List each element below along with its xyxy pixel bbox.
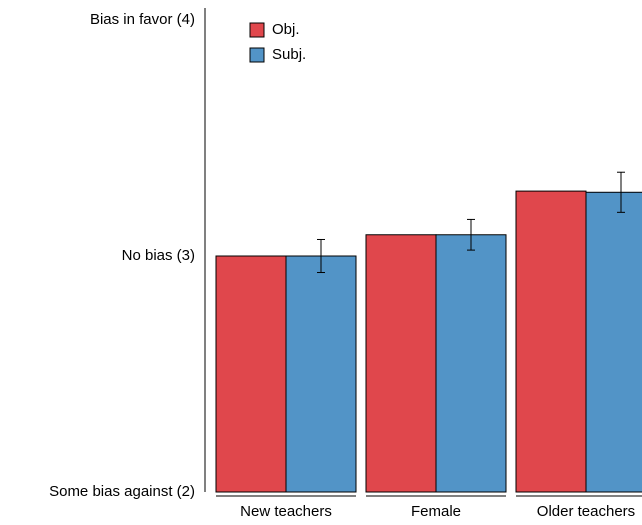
- legend-label: Subj.: [272, 46, 306, 63]
- x-tick-label: Older teachers: [537, 503, 635, 520]
- y-tick-label: Some bias against (2): [49, 483, 195, 500]
- bar: [365, 234, 437, 493]
- y-tick-label: No bias (3): [122, 247, 195, 264]
- bar: [585, 191, 642, 493]
- legend-label: Obj.: [272, 21, 300, 38]
- error-bar: [317, 238, 325, 274]
- legend-swatch: [249, 47, 265, 63]
- legend-swatch: [249, 22, 265, 38]
- y-tick-label: Bias in favor (4): [90, 11, 195, 28]
- error-bar: [617, 171, 625, 213]
- bar: [435, 234, 507, 493]
- bar: [515, 190, 587, 493]
- x-tick-label: New teachers: [240, 503, 332, 520]
- bar: [215, 255, 287, 493]
- x-tick-label: Female: [411, 503, 461, 520]
- bar: [285, 255, 357, 493]
- error-bar: [467, 218, 475, 251]
